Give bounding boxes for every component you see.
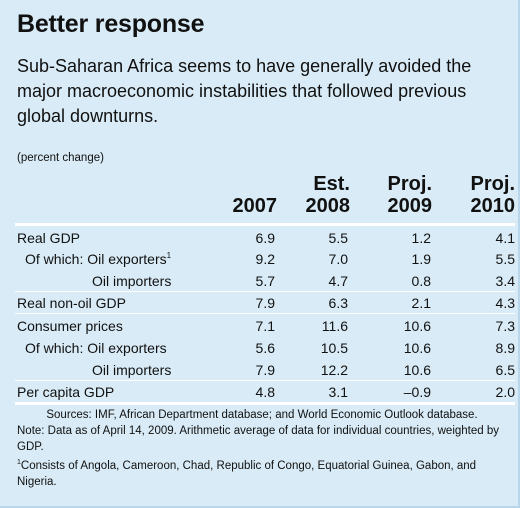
table-cell: 3.1 [328, 384, 348, 400]
table-cell: 0.8 [411, 273, 431, 289]
table-cell: 7.1 [255, 318, 275, 334]
table-cell: 4.7 [328, 273, 348, 289]
table-cell: –0.9 [403, 384, 431, 400]
column-header-line2: 2008 [305, 195, 351, 217]
row-label-text: Real GDP [17, 230, 81, 246]
footnote-1-text: Consists of Angola, Cameroon, Chad, Repu… [17, 459, 477, 488]
unit-note: (percent change) [17, 152, 104, 164]
table-cell: 5.7 [255, 273, 275, 289]
table-cell: 5.5 [495, 251, 515, 267]
table-cell: 6.3 [328, 295, 348, 311]
footnote-marker: 1 [166, 251, 172, 260]
row-label-text: Of which: Oil exporters [25, 251, 167, 267]
table-cell: 6.9 [255, 230, 275, 246]
row-label-text: Real non-oil GDP [17, 295, 126, 311]
column-header-2009: Proj. 2009 [366, 173, 433, 217]
row-label: Oil importers [92, 270, 171, 292]
table-row: Of which: Oil exporters1 9.2 7.0 1.9 5.5 [0, 248, 520, 270]
row-label-text: Consumer prices [17, 318, 123, 334]
column-header-line2: 2010 [470, 195, 516, 217]
row-divider [15, 380, 515, 381]
row-label: Real non-oil GDP [17, 292, 126, 314]
table-cell: 10.6 [403, 362, 431, 378]
sources-note: Sources: IMF, African Department databas… [46, 409, 478, 421]
table-cell: 11.6 [321, 318, 348, 334]
table-cell: 10.6 [403, 318, 431, 334]
row-label-text: Per capita GDP [17, 384, 115, 400]
column-header-2007: 2007 [215, 173, 278, 217]
table-row: Of which: Oil exporters 5.6 10.5 10.6 8.9 [0, 337, 520, 359]
table-row: Real GDP 6.9 5.5 1.2 4.1 [0, 227, 520, 249]
row-label: Oil importers [92, 359, 171, 381]
footnote-1: 1Consists of Angola, Cameroon, Chad, Rep… [17, 455, 507, 490]
table-cell: 8.9 [495, 340, 515, 356]
table-cell: 10.6 [403, 340, 431, 356]
table-cell: 2.1 [411, 295, 431, 311]
table-cell: 2.0 [495, 384, 515, 400]
header-divider [15, 223, 515, 226]
footer-divider [15, 402, 515, 405]
table-cell: 7.9 [255, 362, 275, 378]
row-label: Consumer prices [17, 315, 123, 337]
row-divider [15, 291, 515, 292]
column-header-line1: Proj. [387, 173, 432, 195]
subtitle: Sub-Saharan Africa seems to have general… [17, 56, 472, 126]
column-header-2010: Proj. 2010 [449, 173, 516, 217]
table-cell: 7.9 [255, 295, 275, 311]
row-label-text: Oil importers [92, 273, 172, 289]
table-cell: 1.9 [411, 251, 431, 267]
row-label: Real GDP [17, 227, 80, 249]
table-row: Oil importers 5.7 4.7 0.8 3.4 [0, 270, 520, 292]
row-label-text: Of which: Oil exporters [25, 340, 167, 356]
row-label: Of which: Oil exporters [25, 337, 167, 359]
column-header-line1 [215, 173, 277, 195]
table-cell: 7.0 [328, 251, 348, 267]
table-cell: 1.2 [411, 230, 431, 246]
table-row: Consumer prices 7.1 11.6 10.6 7.3 [0, 315, 520, 337]
table-cell: 12.2 [320, 362, 348, 378]
column-header-2008: Est. 2008 [286, 173, 351, 217]
row-label: Per capita GDP [17, 381, 114, 403]
footnote-marker: 1 [17, 459, 21, 466]
table-cell: 4.3 [495, 295, 515, 311]
table-cell: 4.1 [495, 230, 515, 246]
table-cell: 3.4 [495, 273, 515, 289]
table-cell: 6.5 [495, 362, 515, 378]
column-header-line2: 2007 [232, 195, 278, 217]
row-divider [15, 313, 515, 314]
page-title: Better response [17, 10, 205, 38]
table-row: Oil importers 7.9 12.2 10.6 6.5 [0, 359, 520, 381]
data-note: Note: Data as of April 14, 2009. Arithme… [17, 425, 500, 453]
column-header-line1: Proj. [470, 173, 515, 195]
table-cell: 9.2 [255, 251, 275, 267]
table-cell: 4.8 [255, 384, 275, 400]
table-cell: 5.5 [328, 230, 348, 246]
table-cell: 5.6 [255, 340, 275, 356]
table-cell: 10.5 [320, 340, 348, 356]
row-label-text: Oil importers [92, 362, 172, 378]
column-header-line2: 2009 [387, 195, 433, 217]
table-row: Per capita GDP 4.8 3.1 –0.9 2.0 [0, 381, 520, 403]
column-header-line1: Est. [313, 173, 350, 195]
table-row: Real non-oil GDP 7.9 6.3 2.1 4.3 [0, 292, 520, 314]
row-label: Of which: Oil exporters1 [25, 248, 171, 270]
table-cell: 7.3 [495, 318, 515, 334]
footnotes: Sources: IMF, African Department databas… [17, 407, 507, 490]
